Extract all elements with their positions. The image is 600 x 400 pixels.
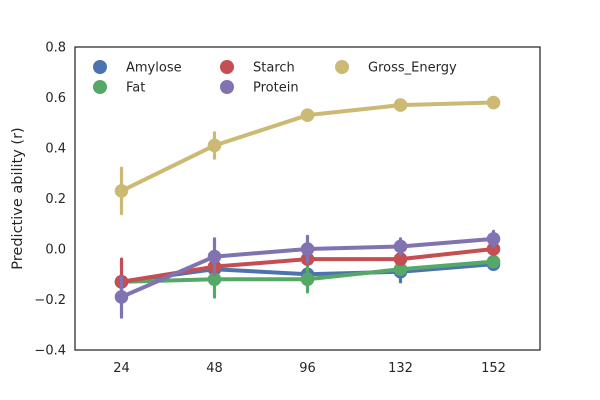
plot-area bbox=[114, 95, 501, 319]
data-point bbox=[486, 95, 501, 110]
y-tick-label: 0.4 bbox=[45, 142, 66, 157]
x-tick-label: 48 bbox=[206, 361, 223, 376]
y-tick-label: −0.4 bbox=[34, 344, 66, 359]
legend-label: Gross_Energy bbox=[368, 61, 457, 76]
legend-label: Amylose bbox=[126, 61, 182, 76]
data-point bbox=[393, 239, 408, 254]
y-tick-label: 0.6 bbox=[45, 91, 66, 106]
series-gross-energy bbox=[114, 95, 501, 216]
data-point bbox=[114, 184, 129, 198]
data-point bbox=[300, 242, 315, 256]
x-tick-label: 24 bbox=[113, 361, 130, 376]
y-axis: −0.4 −0.2 0.0 0.2 0.4 0.6 0.8 bbox=[34, 41, 66, 359]
legend-marker bbox=[93, 60, 107, 74]
x-tick-label: 96 bbox=[299, 361, 316, 376]
y-tick-label: 0.2 bbox=[45, 192, 66, 207]
x-axis: 24 48 96 132 152 bbox=[113, 361, 506, 376]
legend-marker bbox=[335, 60, 349, 74]
axes-frame bbox=[74, 46, 541, 351]
legend-item-fat: Fat bbox=[93, 80, 145, 96]
data-point bbox=[114, 290, 129, 304]
data-point bbox=[486, 254, 501, 269]
legend-label: Protein bbox=[253, 81, 299, 96]
legend-label: Starch bbox=[253, 61, 295, 76]
data-point bbox=[300, 108, 315, 122]
y-axis-title: Predictive ability (r) bbox=[10, 127, 26, 269]
legend-item-starch: Starch bbox=[220, 60, 295, 76]
legend-marker bbox=[220, 80, 234, 94]
data-point bbox=[207, 272, 222, 287]
legend-item-amylose: Amylose bbox=[93, 60, 182, 76]
series-protein bbox=[114, 229, 501, 319]
data-point bbox=[393, 262, 408, 277]
data-point bbox=[486, 232, 501, 246]
legend: Amylose Starch Gross_Energy Fat Protein bbox=[93, 60, 457, 96]
y-tick-label: 0.8 bbox=[45, 41, 66, 56]
legend-marker bbox=[220, 60, 234, 74]
y-tick-label: 0.0 bbox=[45, 243, 66, 258]
data-point bbox=[393, 252, 408, 266]
data-point bbox=[300, 272, 315, 287]
legend-marker bbox=[93, 80, 107, 94]
x-tick-label: 132 bbox=[388, 361, 413, 376]
data-point bbox=[207, 138, 222, 153]
data-point bbox=[393, 98, 408, 112]
x-tick-label: 152 bbox=[481, 361, 506, 376]
legend-item-protein: Protein bbox=[220, 80, 299, 96]
legend-label: Fat bbox=[126, 81, 145, 96]
legend-item-gross-energy: Gross_Energy bbox=[335, 60, 457, 76]
data-point bbox=[207, 249, 222, 264]
data-point bbox=[486, 242, 501, 256]
y-tick-label: −0.2 bbox=[34, 293, 66, 308]
